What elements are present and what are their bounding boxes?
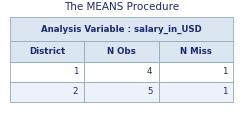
Text: N Miss: N Miss — [180, 47, 212, 56]
Bar — [10, 17, 233, 41]
Bar — [159, 82, 233, 102]
Text: 1: 1 — [222, 67, 227, 76]
Bar — [159, 41, 233, 62]
Text: 2: 2 — [73, 87, 78, 96]
Text: Analysis Variable : salary_in_USD: Analysis Variable : salary_in_USD — [41, 25, 202, 34]
Bar — [10, 82, 84, 102]
Text: 5: 5 — [147, 87, 153, 96]
Bar — [84, 41, 159, 62]
Text: 1: 1 — [73, 67, 78, 76]
Text: 4: 4 — [147, 67, 153, 76]
Text: The MEANS Procedure: The MEANS Procedure — [64, 2, 179, 12]
Bar — [10, 41, 84, 62]
Text: N Obs: N Obs — [107, 47, 136, 56]
Bar — [159, 62, 233, 82]
Bar — [10, 62, 84, 82]
Bar — [84, 62, 159, 82]
Text: District: District — [29, 47, 65, 56]
Bar — [84, 82, 159, 102]
Text: 1: 1 — [222, 87, 227, 96]
